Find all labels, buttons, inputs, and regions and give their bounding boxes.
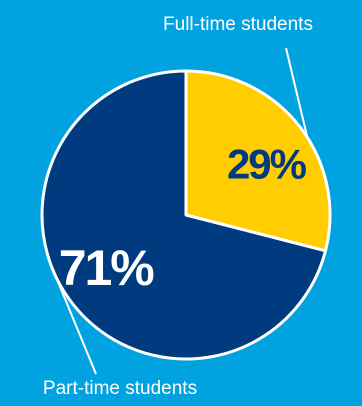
leader-line-full-time bbox=[285, 47, 309, 138]
leader-lines bbox=[54, 47, 309, 375]
full-time-callout-label: Full-time students bbox=[163, 14, 313, 35]
slice-value-label-part-time: 71% bbox=[59, 240, 155, 296]
part-time-callout-label: Part-time students bbox=[43, 378, 197, 399]
leader-line-part-time bbox=[54, 275, 97, 375]
slice-value-label-full-time: 29% bbox=[227, 140, 307, 187]
slice-labels: 29% 71% bbox=[59, 140, 309, 296]
pie-slices bbox=[40, 69, 332, 361]
pie-slice-full-time bbox=[184, 69, 332, 253]
pie-slice-part-time bbox=[40, 69, 327, 361]
